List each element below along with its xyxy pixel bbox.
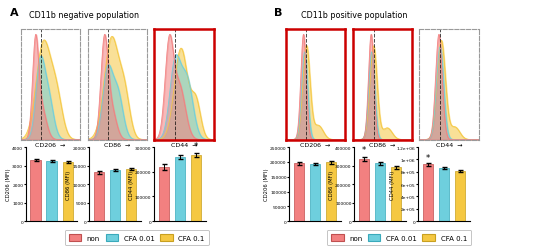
Bar: [63, 162, 73, 221]
Text: A: A: [10, 8, 18, 18]
Text: CD11b negative population: CD11b negative population: [29, 11, 139, 20]
Bar: [175, 158, 185, 221]
Text: *: *: [194, 141, 198, 150]
Y-axis label: CD86 (MFI): CD86 (MFI): [329, 170, 334, 199]
X-axis label: CD86  →: CD86 →: [370, 143, 395, 148]
Bar: [455, 172, 465, 221]
Bar: [47, 161, 57, 221]
Bar: [375, 164, 385, 221]
Y-axis label: CD206 (MFI): CD206 (MFI): [6, 168, 11, 200]
X-axis label: CD206  →: CD206 →: [35, 143, 65, 148]
Bar: [191, 155, 201, 221]
Bar: [159, 167, 169, 221]
Legend: non, CFA 0.01, CFA 0.1: non, CFA 0.01, CFA 0.1: [64, 230, 209, 245]
Legend: non, CFA 0.01, CFA 0.1: non, CFA 0.01, CFA 0.1: [327, 230, 471, 245]
Bar: [30, 160, 41, 221]
Text: B: B: [274, 8, 282, 18]
Y-axis label: CD44 (MFI): CD44 (MFI): [390, 170, 395, 199]
Bar: [94, 172, 104, 221]
Bar: [439, 169, 449, 221]
X-axis label: CD44  →: CD44 →: [171, 143, 197, 148]
Text: *: *: [426, 153, 430, 162]
X-axis label: CD86  →: CD86 →: [104, 143, 130, 148]
Bar: [110, 170, 120, 221]
Bar: [126, 170, 136, 221]
Bar: [391, 168, 401, 221]
Y-axis label: CD44 (MFI): CD44 (MFI): [129, 170, 134, 199]
Y-axis label: CD206 (MFI): CD206 (MFI): [263, 168, 269, 200]
X-axis label: CD206  →: CD206 →: [300, 143, 331, 148]
Y-axis label: CD86 (MFI): CD86 (MFI): [66, 170, 71, 199]
Text: CD11b positive population: CD11b positive population: [301, 11, 407, 20]
Bar: [359, 160, 369, 221]
Bar: [423, 165, 433, 221]
Bar: [326, 163, 337, 221]
Text: *: *: [362, 146, 366, 154]
X-axis label: CD44  →: CD44 →: [436, 143, 462, 148]
Bar: [294, 164, 304, 221]
Bar: [310, 164, 320, 221]
